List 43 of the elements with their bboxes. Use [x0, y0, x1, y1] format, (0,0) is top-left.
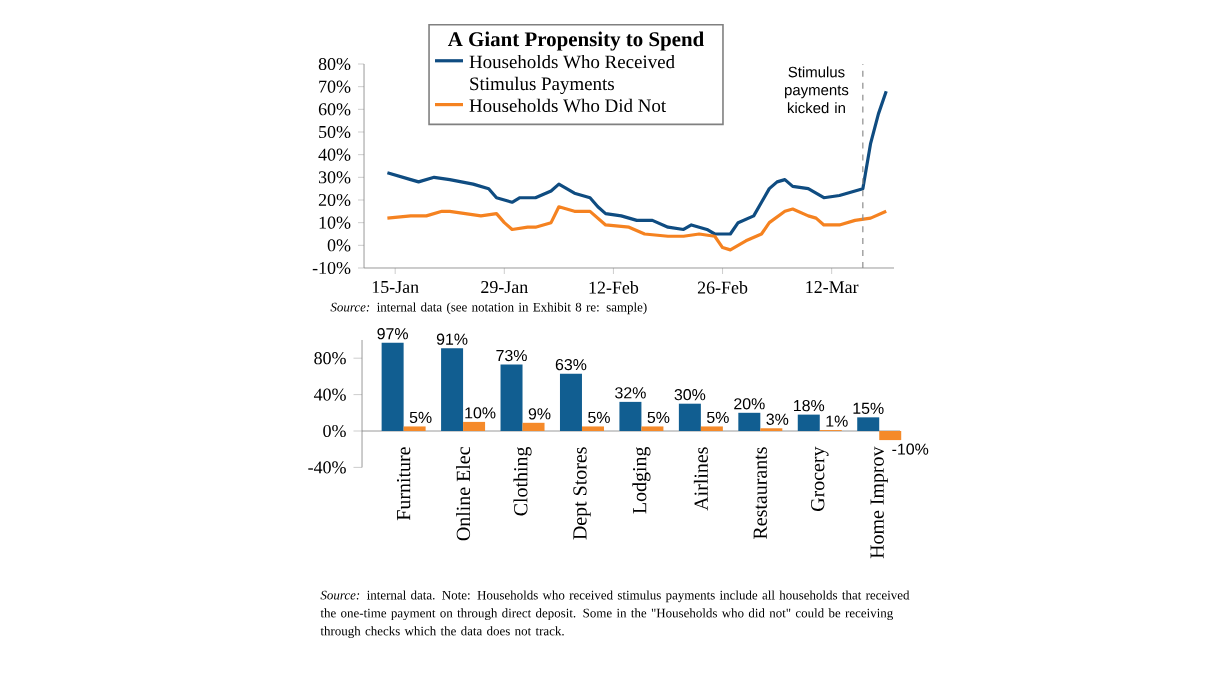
- legend-label: Households Who Did Not: [469, 98, 667, 113]
- y-tick-label: 10%: [319, 216, 351, 229]
- x-tick-label: Dept Stores: [573, 447, 591, 540]
- x-tick-label: 12-Feb: [589, 281, 639, 294]
- bar: [522, 422, 545, 431]
- legend-label: Households Who Received Stimulus Payments: [469, 54, 675, 95]
- x-tick-label: Online Elec: [456, 447, 471, 541]
- y-tick-label: 80%: [318, 57, 351, 71]
- x-tick-label: Home Improv: [870, 446, 888, 559]
- y-tick-label: 40%: [313, 388, 346, 401]
- y-tick-label: -10%: [312, 261, 351, 275]
- y-tick-label: 70%: [319, 80, 351, 93]
- x-tick-label: Furniture: [396, 447, 411, 521]
- y-tick-label: 30%: [318, 171, 351, 184]
- x-tick-label: 15-Jan: [372, 281, 419, 294]
- y-tick-label: 0%: [327, 239, 351, 252]
- x-tick-label: Clothing: [513, 446, 532, 516]
- bar: [738, 412, 761, 431]
- bar: [857, 417, 880, 431]
- x-tick-label: Lodging: [632, 446, 651, 514]
- bar: [797, 414, 820, 431]
- y-tick-label: 0%: [323, 424, 346, 438]
- y-tick-label: 60%: [318, 103, 351, 116]
- bar: [559, 373, 582, 431]
- x-tick-label: 12-Mar: [806, 281, 859, 294]
- bar: [879, 431, 902, 441]
- x-tick-label: Airlines: [693, 447, 708, 511]
- x-tick-label: Grocery: [811, 446, 829, 511]
- y-tick-label: 40%: [318, 148, 351, 161]
- y-tick-label: 20%: [318, 193, 351, 207]
- x-tick-label: 29-Jan: [481, 281, 528, 294]
- x-tick-label: 26-Feb: [697, 281, 748, 294]
- bar: [500, 364, 523, 431]
- bar: [441, 348, 464, 431]
- y-tick-label: 50%: [319, 125, 351, 139]
- bar: [381, 342, 404, 431]
- y-tick-label: -40%: [308, 461, 346, 474]
- x-tick-label: Restaurants: [753, 447, 767, 539]
- bar: [619, 401, 642, 431]
- y-tick-label: 80%: [314, 352, 346, 365]
- bar: [463, 421, 486, 431]
- bar: [678, 403, 701, 431]
- chart-title: A Giant Propensity to Spend: [447, 31, 705, 51]
